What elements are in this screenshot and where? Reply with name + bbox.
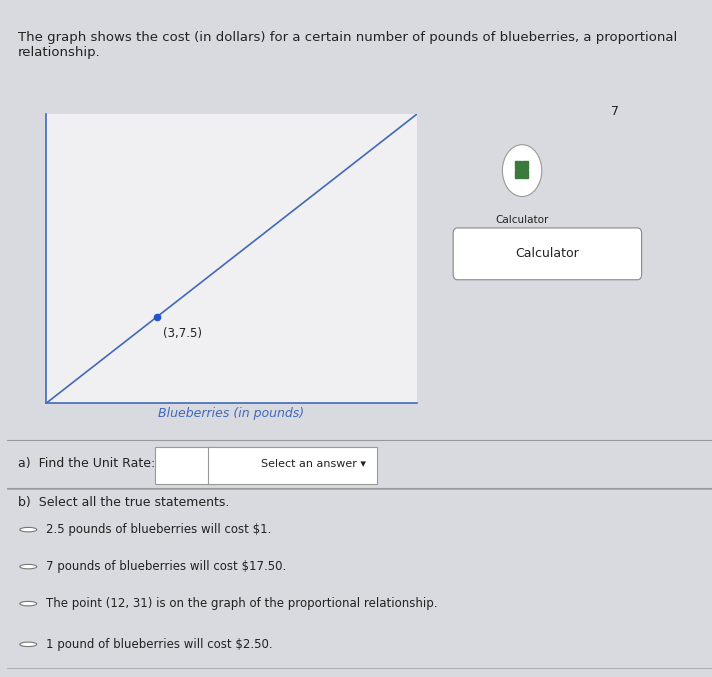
Text: b)  Select all the true statements.: b) Select all the true statements.: [18, 496, 229, 509]
Text: The point (12, 31) is on the graph of the proportional relationship.: The point (12, 31) is on the graph of th…: [46, 597, 437, 610]
Bar: [515, 160, 521, 169]
Text: (3,7.5): (3,7.5): [163, 327, 202, 341]
Bar: [515, 170, 521, 178]
Circle shape: [20, 601, 37, 606]
Text: Select an answer ▾: Select an answer ▾: [261, 459, 366, 469]
Bar: [522, 160, 528, 169]
FancyBboxPatch shape: [155, 447, 215, 483]
Text: 7: 7: [611, 105, 619, 118]
Text: The graph shows the cost (in dollars) for a certain number of pounds of blueberr: The graph shows the cost (in dollars) fo…: [18, 31, 677, 59]
Text: 2.5 pounds of blueberries will cost $1.: 2.5 pounds of blueberries will cost $1.: [46, 523, 271, 536]
Text: Calculator: Calculator: [515, 247, 580, 261]
FancyBboxPatch shape: [208, 447, 377, 483]
Text: a)  Find the Unit Rate:: a) Find the Unit Rate:: [18, 458, 155, 471]
Bar: [522, 170, 528, 178]
Text: 1 pound of blueberries will cost $2.50.: 1 pound of blueberries will cost $2.50.: [46, 638, 273, 651]
X-axis label: Blueberries (in pounds): Blueberries (in pounds): [158, 408, 305, 420]
Circle shape: [20, 642, 37, 647]
Circle shape: [503, 145, 542, 196]
Text: Cost (in $): Cost (in $): [55, 219, 68, 284]
Circle shape: [20, 527, 37, 532]
Circle shape: [20, 565, 37, 569]
FancyBboxPatch shape: [453, 228, 642, 280]
Text: Calculator: Calculator: [496, 215, 549, 225]
Text: 7 pounds of blueberries will cost $17.50.: 7 pounds of blueberries will cost $17.50…: [46, 560, 286, 573]
Point: [152, 311, 163, 322]
